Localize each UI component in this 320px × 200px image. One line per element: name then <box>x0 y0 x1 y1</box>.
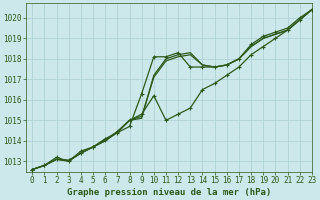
X-axis label: Graphe pression niveau de la mer (hPa): Graphe pression niveau de la mer (hPa) <box>67 188 271 197</box>
